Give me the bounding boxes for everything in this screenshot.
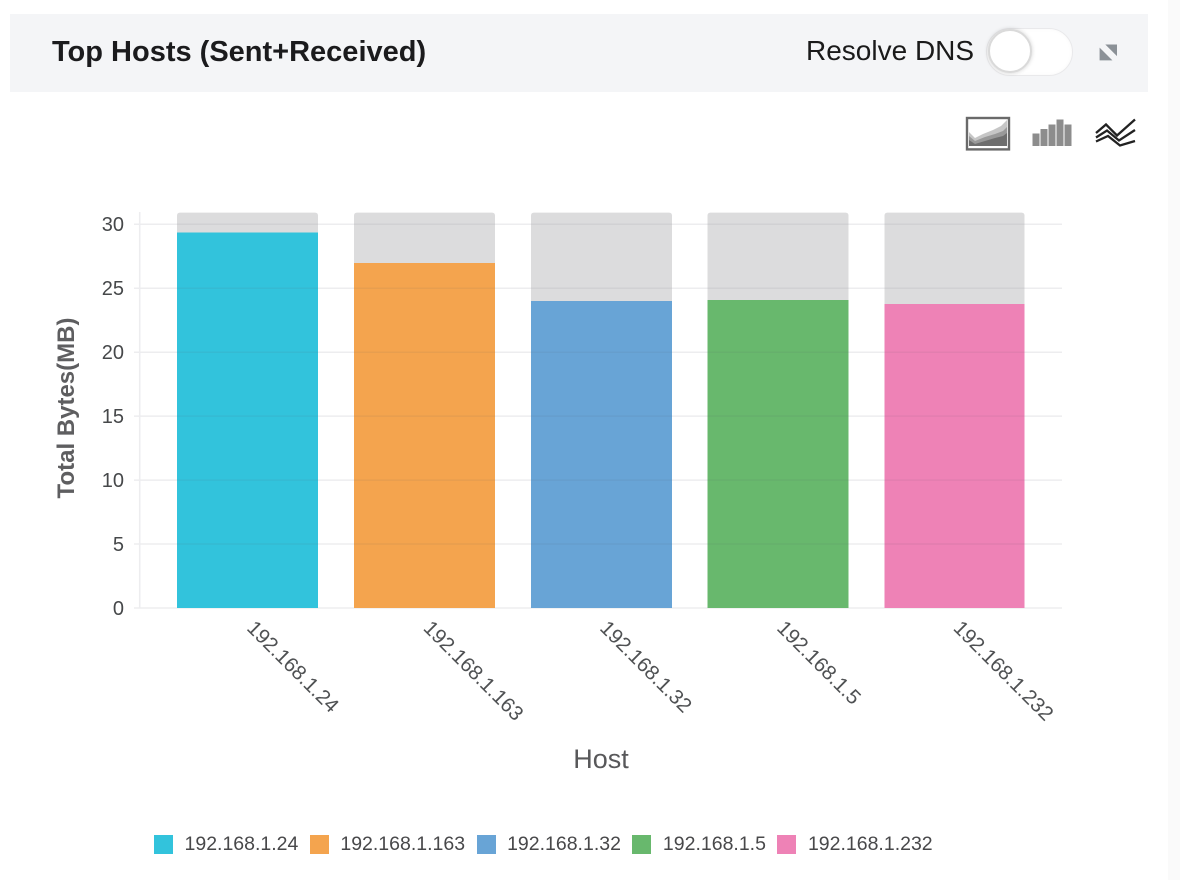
svg-text:192.168.1.232: 192.168.1.232 (949, 616, 1058, 725)
svg-text:30: 30 (102, 214, 124, 236)
svg-text:25: 25 (102, 278, 124, 300)
svg-text:192.168.1.163: 192.168.1.163 (419, 616, 528, 725)
svg-text:192.168.1.24: 192.168.1.24 (242, 616, 343, 717)
svg-text:20: 20 (102, 342, 124, 364)
svg-text:192.168.1.32: 192.168.1.32 (595, 616, 696, 717)
svg-text:5: 5 (113, 534, 124, 556)
svg-text:Host: Host (573, 744, 629, 774)
svg-text:10: 10 (102, 470, 124, 492)
svg-text:Total Bytes(MB): Total Bytes(MB) (53, 318, 80, 499)
svg-text:0: 0 (113, 598, 124, 620)
svg-text:192.168.1.5: 192.168.1.5 (772, 616, 865, 709)
svg-text:15: 15 (102, 406, 124, 428)
